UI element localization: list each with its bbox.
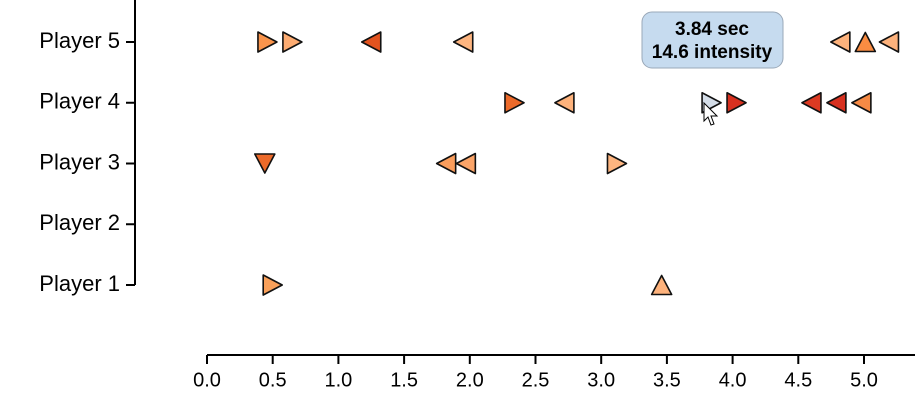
x-tick-label: 1.0: [324, 369, 352, 391]
event-marker: [826, 91, 847, 114]
y-tick-label: Player 3: [39, 149, 120, 174]
event-marker: [282, 31, 303, 53]
event-marker: [257, 31, 278, 53]
x-tick-label: 2.5: [522, 369, 550, 391]
x-tick-label: 2.0: [456, 369, 484, 391]
event-marker: [878, 31, 900, 53]
x-tick-label: 4.0: [719, 369, 747, 391]
x-tick-label: 1.5: [390, 369, 418, 391]
x-tick-label: 5.0: [850, 369, 878, 391]
y-tick-label: Player 5: [39, 28, 120, 53]
y-tick-label: Player 4: [39, 89, 120, 114]
tooltip-box: [641, 11, 784, 69]
tooltip-line: 3.84 sec: [675, 19, 749, 40]
y-tick-label: Player 1: [39, 271, 120, 296]
tooltip: 3.84 sec 14.6 intensity: [641, 11, 784, 69]
event-marker: [854, 31, 877, 53]
event-marker: [455, 152, 477, 175]
event-marker: [360, 31, 382, 53]
event-marker: [435, 152, 457, 175]
x-tick-label: 3.0: [587, 369, 615, 391]
event-marker: [650, 274, 673, 296]
event-marker: [851, 91, 872, 114]
event-marker: [452, 31, 474, 53]
event-marker: [554, 91, 575, 114]
event-marker: [504, 91, 525, 114]
event-marker: [801, 91, 822, 114]
event-marker: [254, 153, 276, 174]
event-marker: [830, 31, 851, 53]
event-marker: [726, 91, 747, 114]
cursor: [703, 101, 719, 126]
event-marker: [606, 152, 628, 175]
event-marker: [262, 274, 284, 296]
x-tick-label: 0.0: [193, 369, 221, 391]
tooltip-line: 14.6 intensity: [652, 42, 773, 63]
x-tick-label: 4.5: [784, 369, 812, 391]
y-tick-label: Player 2: [39, 210, 120, 235]
x-tick-label: 0.5: [259, 369, 287, 391]
x-tick-label: 3.5: [653, 369, 681, 391]
